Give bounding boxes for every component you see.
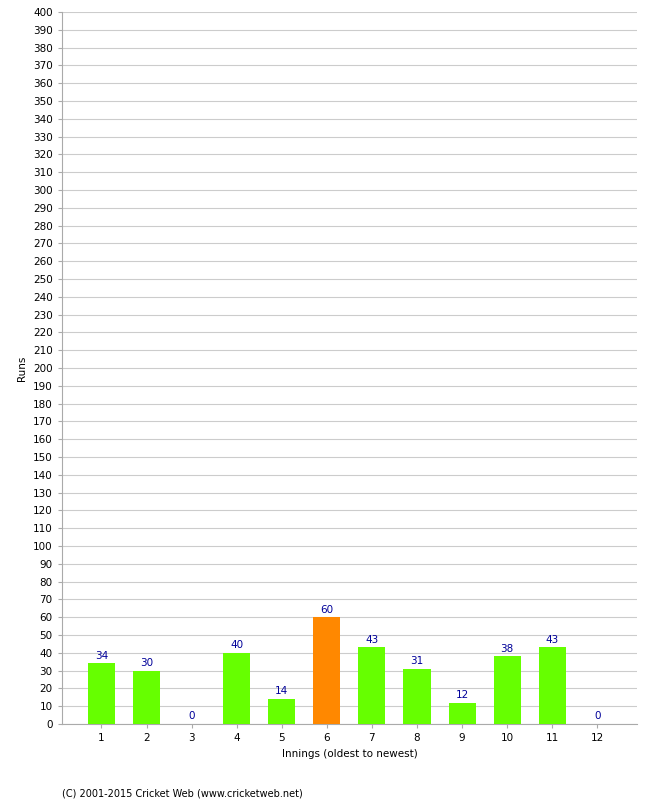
Text: 38: 38: [500, 644, 514, 654]
Bar: [404, 669, 430, 724]
Text: 60: 60: [320, 605, 333, 614]
Text: 0: 0: [594, 711, 601, 722]
Text: (C) 2001-2015 Cricket Web (www.cricketweb.net): (C) 2001-2015 Cricket Web (www.cricketwe…: [62, 788, 302, 798]
Text: 12: 12: [456, 690, 469, 700]
Y-axis label: Runs: Runs: [18, 355, 27, 381]
Text: 30: 30: [140, 658, 153, 668]
Bar: [268, 699, 295, 724]
Text: 34: 34: [95, 651, 108, 661]
Text: 43: 43: [545, 634, 559, 645]
Text: 0: 0: [188, 711, 195, 722]
Bar: [493, 656, 521, 724]
Bar: [448, 702, 476, 724]
Text: 31: 31: [410, 656, 424, 666]
Bar: [223, 653, 250, 724]
Text: 14: 14: [275, 686, 289, 697]
Bar: [88, 663, 115, 724]
Bar: [358, 647, 385, 724]
X-axis label: Innings (oldest to newest): Innings (oldest to newest): [281, 749, 417, 758]
Text: 40: 40: [230, 640, 243, 650]
Bar: [313, 618, 341, 724]
Bar: [539, 647, 566, 724]
Text: 43: 43: [365, 634, 378, 645]
Bar: [133, 670, 160, 724]
